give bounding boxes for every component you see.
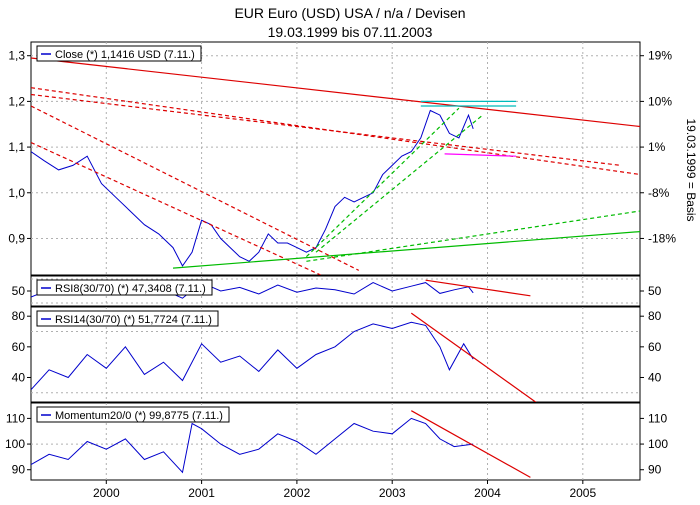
right-tick-label: 100 [648,437,668,451]
trend-line-price [315,114,484,253]
trend-line-rsi8 [425,279,531,297]
x-tick-label: 2002 [284,486,311,500]
series-group [31,312,537,402]
right-tick-label: -8% [648,186,670,200]
trend-line-rsi14 [410,312,537,402]
legend-box [36,310,219,327]
chart-title: EUR Euro (USD) USA / n/a / Devisen [234,5,465,21]
series-group [31,57,640,275]
y-tick-label: 1,1 [8,140,25,154]
legend-box [36,45,202,62]
right-tick-label: 19% [648,49,672,63]
trend-line-price [444,153,517,157]
panels: 1,3 1,2 1,1 1,0 0,9 19% 10% 1% -8% -18% Close (*) … [5,41,676,481]
x-tick-label: 2004 [474,486,501,500]
trend-line-price [306,210,640,262]
x-tick-label: 2003 [379,486,406,500]
right-tick-label: 80 [648,309,662,323]
panel-rsi14: 80 60 40 80 60 40 RSI14(30/70) (*) 51,7724 (7.… [12,306,662,403]
legend-label: Momentum20/0 (*) 99,8775 (7.11.) [55,410,223,422]
y-tick-label: 0,9 [8,231,25,245]
y-tick-label: 1,2 [8,94,25,108]
y-tick-label: 1,3 [8,49,25,63]
legend-momentum: Momentum20/0 (*) 99,8775 (7.11.) [36,406,230,423]
legend-rsi8: RSI8(30/70) (*) 47,3408 (7.11.) [36,279,213,296]
series-line-rsi14 [31,321,474,391]
x-tick-label: 2001 [188,486,215,500]
legend-label: RSI14(30/70) (*) 51,7724 (7.11.) [55,314,212,326]
panel-frame [30,41,641,276]
x-tick-label: 2000 [93,486,120,500]
legend-label: Close (*) 1,1416 USD (7.11.) [55,49,195,61]
y-tick-label: 80 [12,309,26,323]
legend-box [36,279,213,296]
legend-price: Close (*) 1,1416 USD (7.11.) [36,45,202,62]
trend-line-price [31,93,621,166]
trend-line-momentum [411,410,531,478]
legend-rsi14: RSI14(30/70) (*) 51,7724 (7.11.) [36,310,219,327]
chart-subtitle: 19.03.1999 bis 07.11.2003 [268,24,433,40]
right-tick-label: 60 [648,340,662,354]
y-tick-label: 90 [12,463,26,477]
right-tick-label: 10% [648,94,672,108]
right-tick-label: 110 [648,411,667,425]
right-tick-label: 90 [648,463,662,477]
y-tick-label: 60 [12,340,26,354]
x-axis: 2000 2001 2002 2003 2004 2005 [93,480,596,500]
trend-line-price [305,107,460,258]
right-tick-label: 40 [648,370,662,384]
series-line-momentum [31,417,474,474]
panel-rsi8: 50 50 RSI8(30/70) (*) 47,3408 (7.11.) [12,275,662,307]
right-tick-label: 1% [648,140,666,154]
legend-box [36,406,230,423]
trend-line-price [31,87,640,176]
y-tick-label: 50 [12,284,26,298]
panel-price: 1,3 1,2 1,1 1,0 0,9 19% 10% 1% -8% -18% Close (*) … [8,41,676,276]
y-tick-label: 40 [12,370,26,384]
trend-line-price [172,231,640,269]
right-axis-label: 19.03.1999 = Basis [684,118,698,221]
y-tick-label: 110 [6,411,25,425]
right-tick-label: 50 [648,284,662,298]
series-line-price [31,109,474,267]
right-tick-label: -18% [648,231,676,245]
trend-line-price [31,57,640,128]
trend-line-price [31,105,360,271]
x-tick-label: 2005 [569,486,596,500]
panel-momentum: 110 100 90 110 100 90 Momentum20/0 (*) 99,8775… [5,402,668,481]
legend-label: RSI8(30/70) (*) 47,3408 (7.11.) [55,283,206,295]
y-tick-label: 100 [5,437,25,451]
series-group [31,410,531,478]
y-tick-label: 1,0 [8,186,25,200]
